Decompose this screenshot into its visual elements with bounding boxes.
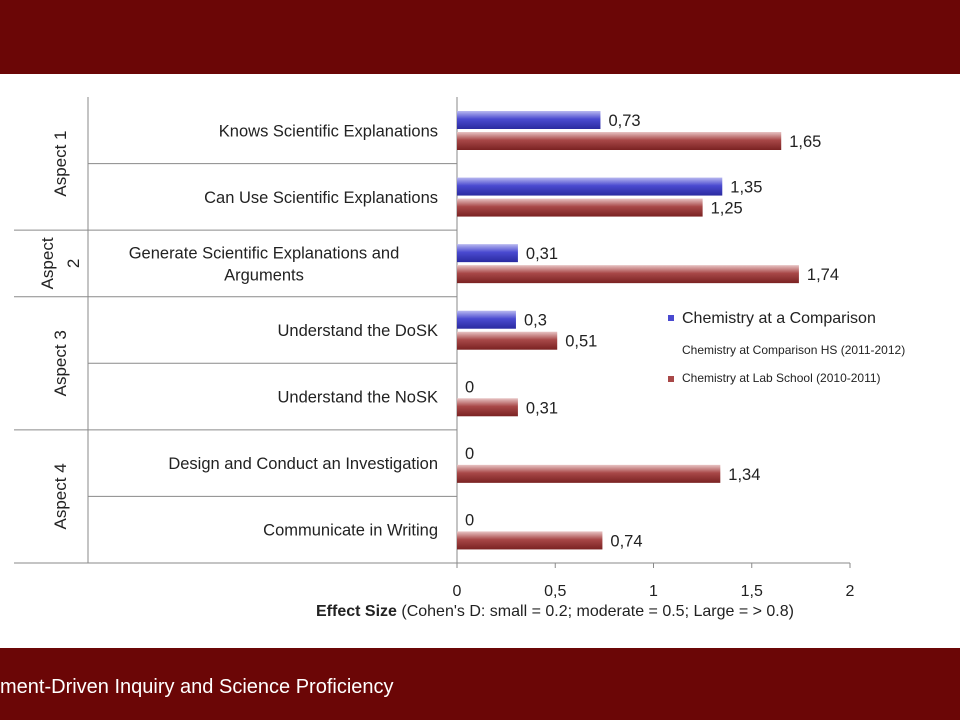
group-label: Aspect 4 (51, 463, 70, 529)
footer-band (0, 648, 960, 720)
legend-item-comparison-hs: Chemistry at Comparison HS (2011-2012) (668, 343, 932, 357)
data-label-series-1: 0,31 (526, 245, 558, 263)
legend: Chemistry at a Comparison Chemistry at C… (668, 310, 948, 400)
legend-item-lab-school: Chemistry at Lab School (2010-2011) (668, 371, 932, 385)
category-label: Generate Scientific Explanations and (129, 244, 400, 262)
data-label-series-2: 0,31 (526, 399, 558, 417)
group-label: Aspect 3 (51, 330, 70, 396)
data-label-series-2: 0,51 (565, 333, 597, 351)
bar-series-1 (457, 177, 723, 196)
legend-item-comparison: Chemistry at a Comparison (668, 310, 932, 328)
bar-series-2 (457, 531, 603, 550)
category-label: Communicate in Writing (263, 522, 438, 540)
category-label: Design and Conduct an Investigation (168, 455, 438, 473)
data-label-series-1: 0,3 (524, 312, 547, 330)
x-tick-label: 1 (649, 583, 658, 600)
data-label-series-1: 0,73 (608, 112, 640, 130)
x-tick-label: 1,5 (741, 583, 763, 600)
category-label: Understand the DoSK (277, 322, 438, 340)
legend-label: Chemistry at a Comparison (682, 310, 876, 327)
group-label: 2 (64, 259, 83, 268)
title-band (0, 0, 960, 74)
group-label: Aspect 1 (51, 130, 70, 196)
data-label-series-2: 0,74 (610, 532, 642, 550)
legend-swatch-blue (668, 315, 674, 321)
bar-series-1 (457, 310, 516, 329)
x-axis-title-rest: (Cohen's D: small = 0.2; moderate = 0.5;… (396, 603, 794, 620)
bar-series-2 (457, 198, 703, 217)
data-label-series-2: 1,25 (711, 200, 743, 218)
data-label-series-1: 0 (465, 511, 474, 529)
bar-series-2 (457, 265, 799, 284)
category-label: Knows Scientific Explanations (219, 122, 438, 140)
legend-swatch-red (668, 376, 674, 382)
x-tick-label: 0 (453, 583, 462, 600)
group-label: Aspect (38, 237, 57, 289)
data-label-series-2: 1,34 (728, 466, 760, 484)
legend-label: Chemistry at Lab School (2010-2011) (682, 371, 881, 385)
bar-series-1 (457, 244, 518, 263)
data-label-series-1: 1,35 (730, 179, 762, 197)
bar-series-2 (457, 331, 558, 350)
bar-series-2 (457, 464, 721, 483)
data-label-series-1: 0 (465, 378, 474, 396)
category-label: Understand the NoSK (277, 389, 438, 407)
x-axis-title-bold: Effect Size (316, 603, 397, 620)
x-axis-title: Effect Size (Cohen's D: small = 0.2; mod… (316, 603, 794, 621)
data-label-series-1: 0 (465, 445, 474, 463)
x-tick-label: 2 (846, 583, 855, 600)
category-label: Can Use Scientific Explanations (204, 189, 438, 207)
footer-title: ment-Driven Inquiry and Science Proficie… (0, 676, 394, 698)
legend-label: Chemistry at Comparison HS (2011-2012) (682, 343, 906, 357)
bar-series-2 (457, 398, 518, 417)
x-tick-label: 0,5 (544, 583, 566, 600)
data-label-series-2: 1,65 (789, 133, 821, 151)
data-label-series-2: 1,74 (807, 266, 839, 284)
bar-series-2 (457, 132, 782, 150)
bar-series-1 (457, 111, 601, 129)
category-label: Arguments (224, 266, 304, 284)
